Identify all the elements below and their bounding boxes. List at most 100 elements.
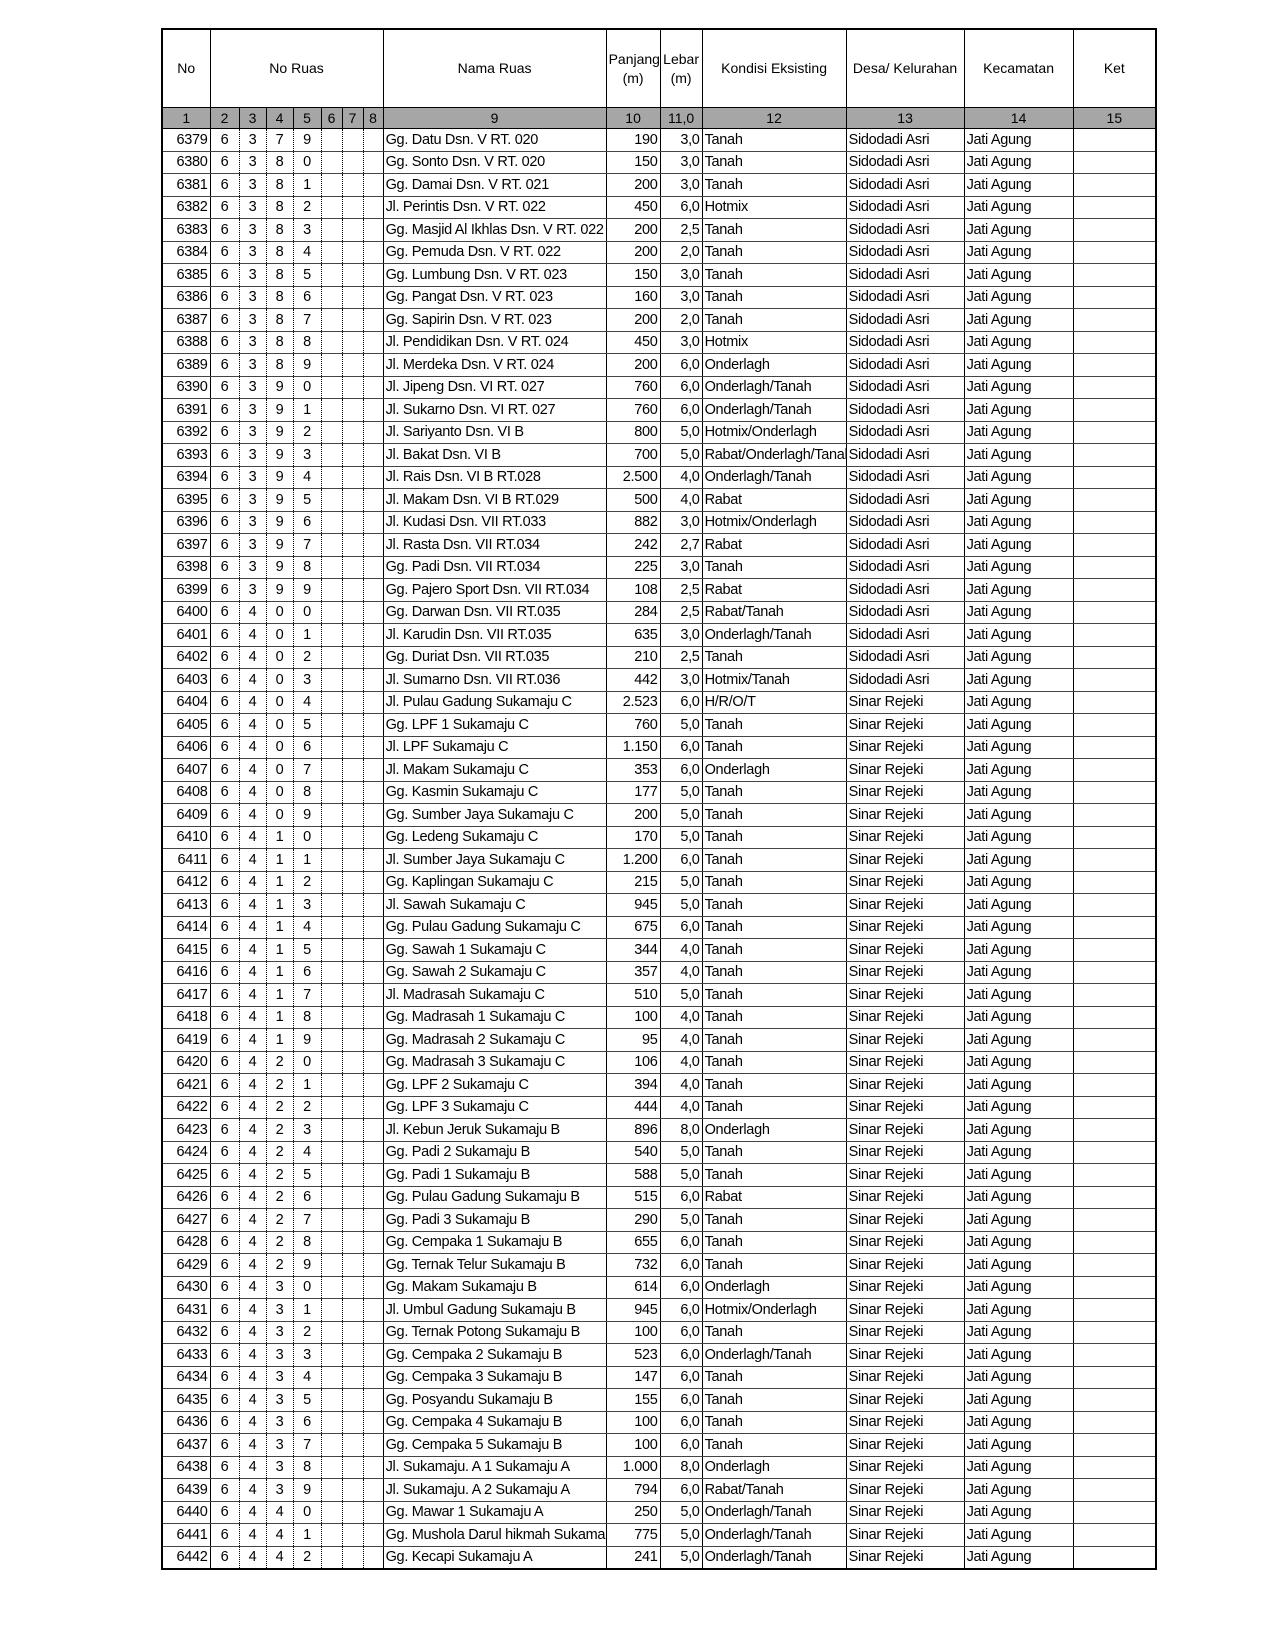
cell-ruas-digit: 0 <box>265 736 294 759</box>
cell-panjang: 210 <box>605 646 661 669</box>
cell-ruas-digit: 8 <box>265 218 294 242</box>
cell-ruas-digit: 6 <box>209 331 240 354</box>
cell-lebar: 3,0 <box>659 556 703 579</box>
cell-panjang: 655 <box>605 1231 661 1254</box>
cell-ket <box>1072 151 1157 174</box>
cell-ket <box>1072 1523 1157 1547</box>
cell-panjang: 100 <box>605 1433 661 1457</box>
table-row: 6396 6 3 9 6 Jl. Kudasi Dsn. VII RT.033 882 3,0… <box>161 511 1157 534</box>
cell-ruas-digit: 4 <box>238 1478 267 1502</box>
cell-ruas-digit: 2 <box>292 646 322 669</box>
cell-no: 6399 <box>161 578 211 602</box>
cell-no: 6381 <box>161 173 211 197</box>
cell-kecamatan: Jati Agung <box>963 173 1074 197</box>
cell-desa: Sidodadi Asri <box>845 623 965 647</box>
table-row: 6437 6 4 3 7 Gg. Cempaka 5 Sukamaju B 100 6,0 Ta… <box>161 1433 1157 1457</box>
cell-ket <box>1072 916 1157 939</box>
cell-kondisi: Tanah <box>701 961 847 984</box>
cell-kecamatan: Jati Agung <box>963 1051 1074 1074</box>
cell-ruas-digit <box>341 1276 364 1299</box>
cell-ruas-digit: 4 <box>238 713 267 737</box>
cell-ruas-digit <box>320 578 343 602</box>
cell-ruas-digit <box>362 938 384 962</box>
cell-lebar: 5,0 <box>659 826 703 849</box>
cell-ruas-digit: 6 <box>292 736 322 759</box>
cell-no: 6430 <box>161 1276 211 1299</box>
cell-desa: Sidodadi Asri <box>845 668 965 692</box>
cell-ruas-digit: 1 <box>265 916 294 939</box>
cell-ruas-digit <box>362 1456 384 1479</box>
cell-ruas-digit: 4 <box>238 601 267 624</box>
cell-ruas-digit: 6 <box>209 241 240 264</box>
cell-ket <box>1072 218 1157 242</box>
cell-no: 6419 <box>161 1028 211 1052</box>
cell-desa: Sidodadi Asri <box>845 128 965 152</box>
cell-ruas-digit: 3 <box>238 533 267 557</box>
cell-desa: Sidodadi Asri <box>845 488 965 512</box>
cell-ruas-digit <box>341 286 364 309</box>
table-row: 6388 6 3 8 8 Jl. Pendidikan Dsn. V RT. 024 450… <box>161 331 1157 354</box>
cell-kecamatan: Jati Agung <box>963 1433 1074 1457</box>
cell-kecamatan: Jati Agung <box>963 1253 1074 1277</box>
cell-kecamatan: Jati Agung <box>963 961 1074 984</box>
cell-desa: Sinar Rejeki <box>845 826 965 849</box>
cell-panjang: 800 <box>605 421 661 444</box>
cell-ruas-digit <box>320 736 343 759</box>
cell-ruas-digit: 6 <box>209 713 240 737</box>
cell-desa: Sinar Rejeki <box>845 1186 965 1209</box>
cell-desa: Sinar Rejeki <box>845 961 965 984</box>
cell-panjang: 200 <box>605 218 661 242</box>
cell-ruas-digit: 4 <box>238 691 267 714</box>
cell-ruas-digit: 9 <box>265 443 294 467</box>
cell-ruas-digit: 6 <box>209 916 240 939</box>
cell-ruas-digit: 4 <box>238 1546 267 1570</box>
cell-kondisi: Onderlagh/Tanah <box>701 466 847 489</box>
cell-ruas-digit: 0 <box>265 781 294 804</box>
cell-ruas-digit <box>341 398 364 422</box>
cell-ruas-digit: 4 <box>265 1546 294 1570</box>
cell-ruas-digit <box>341 893 364 917</box>
cell-lebar: 6,0 <box>659 848 703 872</box>
cell-nama-ruas: Gg. Madrasah 1 Sukamaju C <box>382 1006 607 1029</box>
cell-ruas-digit: 7 <box>292 758 322 782</box>
cell-ket <box>1072 1141 1157 1164</box>
cell-ruas-digit <box>320 421 343 444</box>
cell-lebar: 6,0 <box>659 1478 703 1502</box>
cell-ruas-digit <box>362 1546 384 1570</box>
cell-ruas-digit: 4 <box>238 1118 267 1142</box>
cell-panjang: 250 <box>605 1501 661 1524</box>
cell-ruas-digit: 6 <box>209 601 240 624</box>
cell-desa: Sinar Rejeki <box>845 1051 965 1074</box>
cell-ruas-digit <box>341 1433 364 1457</box>
cell-ruas-digit: 3 <box>265 1366 294 1389</box>
cell-nama-ruas: Gg. Pemuda Dsn. V RT. 022 <box>382 241 607 264</box>
cell-kondisi: Hotmix/Onderlagh <box>701 421 847 444</box>
cell-no: 6423 <box>161 1118 211 1142</box>
cell-ket <box>1072 893 1157 917</box>
cell-ruas-digit <box>320 331 343 354</box>
cell-ruas-digit: 4 <box>238 1096 267 1119</box>
cell-nama-ruas: Gg. Cempaka 3 Sukamaju B <box>382 1366 607 1389</box>
cell-kondisi: Tanah <box>701 286 847 309</box>
cell-kondisi: Tanah <box>701 983 847 1007</box>
cell-panjang: 241 <box>605 1546 661 1570</box>
cell-ruas-digit: 4 <box>238 871 267 894</box>
cell-lebar: 6,0 <box>659 196 703 219</box>
cell-kondisi: Onderlagh/Tanah <box>701 1501 847 1524</box>
cell-nama-ruas: Gg. Ternak Potong Sukamaju B <box>382 1321 607 1344</box>
cell-lebar: 6,0 <box>659 691 703 714</box>
cell-desa: Sinar Rejeki <box>845 1118 965 1142</box>
cell-desa: Sinar Rejeki <box>845 983 965 1007</box>
cell-ruas-digit <box>362 961 384 984</box>
table-row: 6419 6 4 1 9 Gg. Madrasah 2 Sukamaju C 95 4,0 Ta… <box>161 1028 1157 1052</box>
cell-ruas-digit: 1 <box>292 848 322 872</box>
cell-lebar: 2,5 <box>659 578 703 602</box>
cell-lebar: 4,0 <box>659 488 703 512</box>
cell-no: 6396 <box>161 511 211 534</box>
cell-kecamatan: Jati Agung <box>963 1523 1074 1547</box>
cell-ruas-digit: 6 <box>209 1501 240 1524</box>
cell-nama-ruas: Gg. Cempaka 1 Sukamaju B <box>382 1231 607 1254</box>
cell-ruas-digit: 6 <box>292 1411 322 1434</box>
cell-ruas-digit <box>341 1321 364 1344</box>
cell-ruas-digit <box>362 736 384 759</box>
